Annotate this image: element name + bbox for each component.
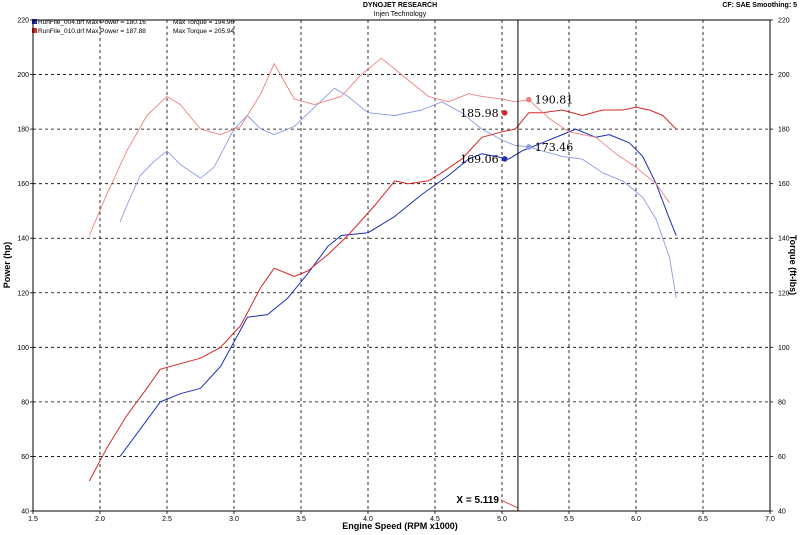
x-tick-label: 4.0 — [363, 516, 373, 523]
series-line-3 — [88, 106, 677, 482]
y2-tick-label: 60 — [778, 454, 786, 461]
chart-subtitle: Injen Technology — [374, 11, 427, 18]
y-tick-label: 180 — [17, 127, 29, 134]
y2-tick-label: 40 — [778, 509, 786, 516]
y-tick-label: 100 — [17, 345, 29, 352]
y-tick-label: 40 — [21, 509, 29, 516]
x-tick-label: 4.5 — [430, 516, 440, 523]
cursor-pointer — [500, 499, 519, 509]
marker-dot — [501, 156, 508, 162]
y2-tick-label: 100 — [778, 345, 790, 352]
x-tick-label: 5.0 — [497, 516, 507, 523]
y-axis-title: Power (hp) — [2, 242, 12, 289]
y-tick-label: 80 — [21, 399, 29, 406]
x-tick-label: 2.5 — [162, 516, 172, 523]
marker-label: 185.98 — [460, 107, 499, 120]
y-tick-label: 120 — [17, 290, 29, 297]
legend: RunFile_004.drf Max Power = 180.16 Max T… — [32, 19, 235, 35]
marker-label: 169.06 — [460, 153, 499, 166]
y2-tick-label: 180 — [778, 127, 790, 134]
x-axis-title: Engine Speed (RPM x1000) — [342, 521, 458, 531]
y2-axis-title: Torque (ft-lbs) — [788, 235, 798, 295]
x-axis: 1.5 2.0 2.5 3.0 3.5 4.0 4.5 5.0 5.5 6.0 6.5 7.0 — [28, 511, 775, 523]
legend-entry-1-torque: Max Torque = 194.96 — [173, 19, 235, 26]
x-tick-label: 2.0 — [95, 516, 105, 523]
y2-tick-label: 220 — [778, 18, 790, 25]
x-tick-label: 3.5 — [296, 516, 306, 523]
plot-area — [32, 19, 771, 512]
marker-dot — [501, 109, 508, 116]
cursor-label: X = 5.119 — [456, 495, 499, 506]
y2-tick-label: 80 — [778, 399, 786, 406]
chart-title: DYNOJET RESEARCH — [363, 2, 437, 9]
series-line-1 — [119, 128, 677, 457]
legend-swatch-1 — [32, 19, 37, 24]
legend-entry-2: RunFile_010.drf Max Power = 187.88 — [38, 28, 146, 35]
y-axis-right: 40 60 80 100 120 140 160 180 200 220 — [770, 18, 790, 516]
y-axis-left: 40 60 80 100 120 140 160 180 200 220 — [17, 18, 33, 516]
value-markers: 190.81 185.98 173.46 169.06 — [460, 94, 573, 166]
marker-label: 173.46 — [535, 141, 574, 154]
y2-tick-label: 140 — [778, 236, 790, 243]
y-tick-label: 200 — [17, 72, 29, 79]
marker-label: 190.81 — [535, 94, 574, 107]
legend-swatch-2 — [32, 28, 37, 33]
x-tick-label: 5.5 — [564, 516, 574, 523]
y2-tick-label: 200 — [778, 72, 790, 79]
y-tick-label: 160 — [17, 181, 29, 188]
x-tick-label: 6.0 — [631, 516, 641, 523]
y2-tick-label: 160 — [778, 181, 790, 188]
chart-info: CF: SAE Smoothing: 5 — [722, 2, 797, 9]
y-tick-label: 140 — [17, 236, 29, 243]
y-tick-label: 220 — [17, 18, 29, 25]
series-line-2 — [119, 87, 677, 299]
marker-dot — [526, 96, 532, 103]
marker-dot — [526, 144, 532, 150]
y2-tick-label: 120 — [778, 290, 790, 297]
y-tick-label: 60 — [21, 454, 29, 461]
grid — [33, 20, 770, 511]
x-tick-label: 6.5 — [698, 516, 708, 523]
x-tick-label: 7.0 — [765, 516, 775, 523]
series-group — [88, 57, 677, 509]
series-line-4 — [88, 57, 670, 236]
x-tick-label: 3.0 — [229, 516, 239, 523]
legend-entry-2-torque: Max Torque = 205.94 — [173, 28, 235, 35]
legend-entry-1: RunFile_004.drf Max Power = 180.16 — [38, 19, 146, 26]
x-tick-label: 1.5 — [28, 516, 38, 523]
